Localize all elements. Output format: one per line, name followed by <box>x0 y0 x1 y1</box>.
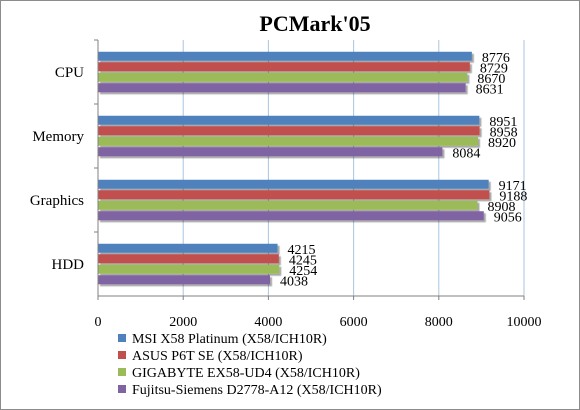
bar <box>98 200 478 210</box>
gridlines <box>182 40 525 296</box>
bar <box>98 275 271 285</box>
value-label: 8920 <box>488 136 516 151</box>
value-label: 9188 <box>499 189 527 204</box>
x-tick-label: 6000 <box>340 315 368 330</box>
bar <box>98 72 468 82</box>
value-label: 8951 <box>489 115 517 130</box>
bar <box>98 190 490 200</box>
value-label: 9056 <box>494 210 522 225</box>
bars <box>98 51 490 285</box>
value-label: 8908 <box>487 200 515 215</box>
bar <box>98 254 279 264</box>
value-label: 8084 <box>452 146 480 161</box>
legend-swatch <box>118 351 126 359</box>
category-label: CPU <box>55 65 84 81</box>
value-label: 4038 <box>280 274 308 289</box>
bar <box>98 126 480 136</box>
legend-swatch <box>118 368 126 376</box>
bar <box>98 179 489 189</box>
legend-label: GIGABYTE EX58-UD4 (X58/ICH10R) <box>132 366 360 381</box>
bar <box>98 51 472 61</box>
x-tick-label: 4000 <box>254 315 282 330</box>
category-labels: CPU Memory Graphics HDD <box>30 65 85 273</box>
x-tick-label: 10000 <box>507 315 542 330</box>
bar <box>98 243 278 253</box>
category-label: Memory <box>32 129 84 145</box>
bar <box>98 62 470 72</box>
x-tick-label: 2000 <box>169 315 197 330</box>
value-label: 9171 <box>499 179 527 194</box>
value-label: 8776 <box>482 51 510 66</box>
bar <box>98 147 443 157</box>
bar <box>98 264 280 274</box>
legend-swatch <box>118 334 126 342</box>
value-label: 8670 <box>477 72 505 87</box>
axes <box>94 39 525 300</box>
x-tick-labels: 0 2000 4000 6000 8000 10000 <box>95 315 542 330</box>
legend-label: Fujitsu-Siemens D2778-A12 (X58/ICH10R) <box>132 383 382 398</box>
bar <box>98 211 484 221</box>
legend-label: MSI X58 Platinum (X58/ICH10R) <box>132 332 327 347</box>
chart-title: PCMark'05 <box>259 11 370 36</box>
value-label: 4215 <box>288 243 316 258</box>
category-label: Graphics <box>30 193 84 209</box>
value-label: 4245 <box>289 253 317 268</box>
x-tick-label: 8000 <box>425 315 453 330</box>
bar <box>98 115 480 125</box>
value-label: 8729 <box>480 61 508 76</box>
value-label: 4254 <box>289 264 317 279</box>
legend: MSI X58 Platinum (X58/ICH10R) ASUS P6T SE… <box>118 332 382 398</box>
bar <box>98 136 478 146</box>
value-label: 8631 <box>476 82 504 97</box>
bar <box>98 83 466 93</box>
x-tick-label: 0 <box>95 315 102 330</box>
legend-swatch <box>118 385 126 393</box>
category-label: HDD <box>52 257 85 273</box>
value-label: 8958 <box>490 125 518 140</box>
legend-label: ASUS P6T SE (X58/ICH10R) <box>132 349 303 364</box>
